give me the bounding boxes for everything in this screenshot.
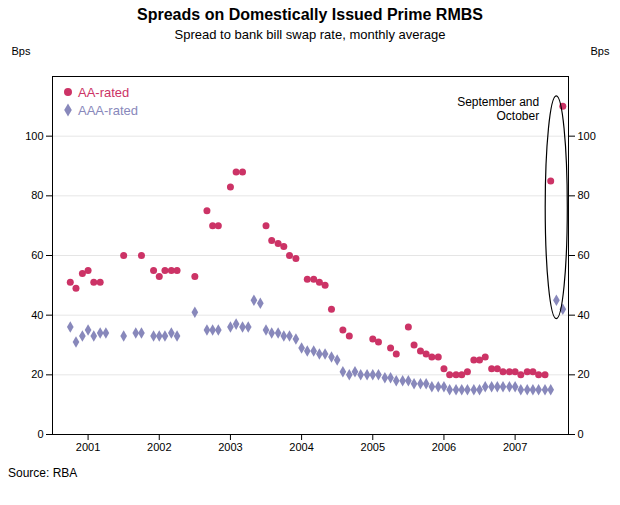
svg-text:2005: 2005	[361, 441, 385, 453]
svg-text:40: 40	[578, 309, 590, 321]
html-text:Spread to bank bill swap rate,: Spread to bank bill swap rate, monthly a…	[174, 27, 446, 42]
svg-text:2007: 2007	[503, 441, 527, 453]
html-text:Spreads on Domestically Issued: Spreads on Domestically Issued Prime RMB…	[137, 6, 483, 23]
html-text:Source: RBA: Source: RBA	[8, 466, 78, 480]
svg-text:100: 100	[578, 130, 596, 142]
svg-text:60: 60	[31, 249, 43, 261]
svg-text:2003: 2003	[218, 441, 242, 453]
svg-text:September andOctober: September andOctober	[457, 95, 539, 123]
svg-text:80: 80	[578, 189, 590, 201]
svg-text:AA-rated: AA-rated	[78, 85, 129, 100]
svg-text:60: 60	[578, 249, 590, 261]
svg-text:100: 100	[25, 130, 43, 142]
svg-text:20: 20	[31, 368, 43, 380]
svg-text:2001: 2001	[76, 441, 100, 453]
svg-text:80: 80	[31, 189, 43, 201]
svg-text:2002: 2002	[147, 441, 171, 453]
svg-text:2004: 2004	[289, 441, 313, 453]
svg-text:40: 40	[31, 309, 43, 321]
svg-text:Bps: Bps	[591, 45, 610, 57]
svg-text:0: 0	[37, 428, 43, 440]
svg-text:2006: 2006	[432, 441, 456, 453]
svg-text:0: 0	[578, 428, 584, 440]
svg-text:20: 20	[578, 368, 590, 380]
svg-text:Bps: Bps	[12, 45, 31, 57]
svg-text:AAA-rated: AAA-rated	[78, 103, 138, 118]
